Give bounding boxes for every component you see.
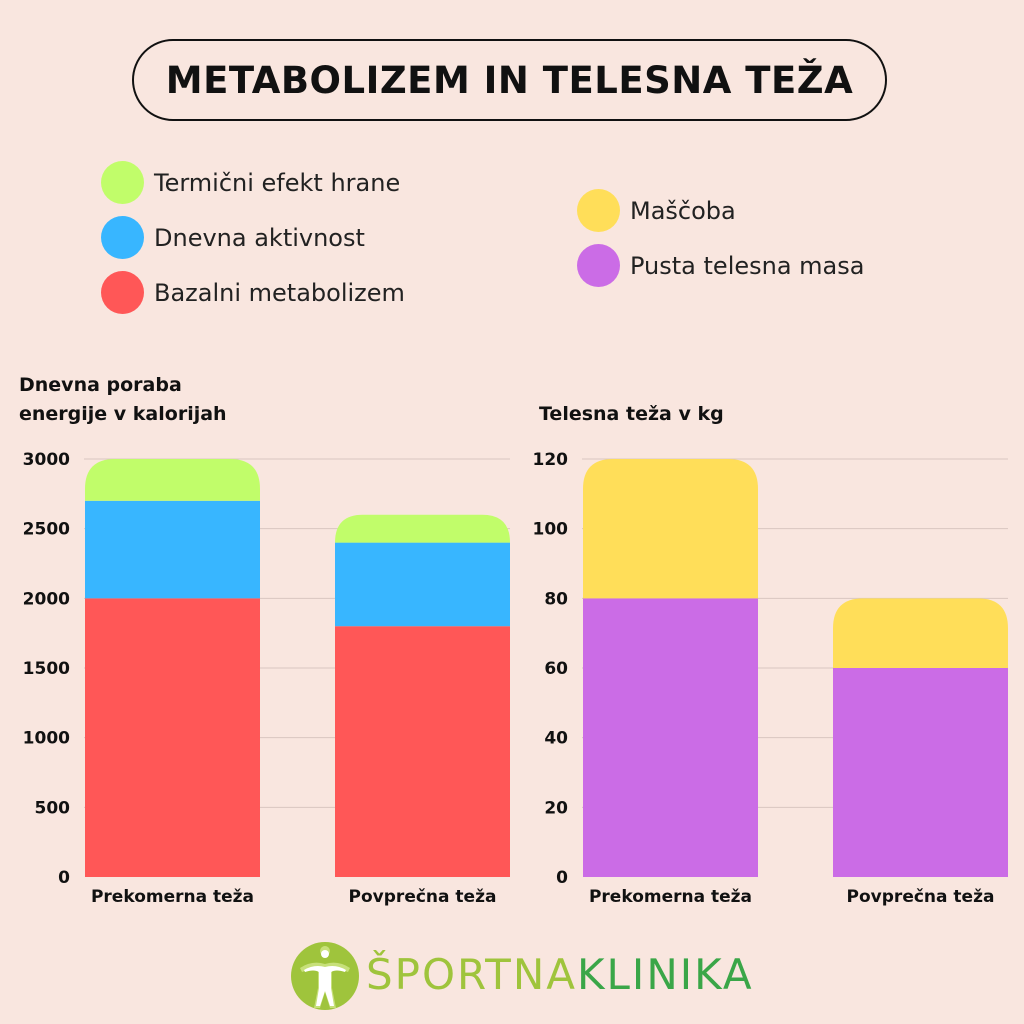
weight-chart: 0 20 40 60 80 100 120 Prekomerna teža Povprečna …: [533, 450, 1008, 907]
legend-swatch: [101, 216, 144, 259]
legend-label: Termični efekt hrane: [154, 168, 401, 197]
bar-segment-mascoba: [583, 459, 758, 599]
legend-label: Bazalni metabolizem: [154, 278, 405, 307]
x-tick-label: Povprečna teža: [847, 887, 995, 907]
athlete-figure-icon: [291, 942, 359, 1010]
y-tick-label: 0: [556, 868, 568, 888]
axis-title-line: Telesna teža v kg: [539, 403, 724, 425]
y-tick-label: 40: [544, 729, 568, 749]
y-tick-label: 20: [544, 798, 568, 818]
axis-title-line: energije v kalorijah: [19, 403, 227, 425]
y-tick-label: 3000: [23, 450, 70, 470]
bar-segment-dnevna-aktivnost: [85, 500, 260, 599]
legend-label: Dnevna aktivnost: [154, 223, 365, 252]
axis-title-line: Dnevna poraba: [19, 374, 182, 396]
legend-item-bazalni-metabolizem: Bazalni metabolizem: [101, 271, 405, 314]
legend-label: Pusta telesna masa: [630, 251, 865, 280]
legend-swatch: [101, 161, 144, 204]
weight-axis-title: Telesna teža v kg: [539, 400, 724, 429]
energy-chart: 0 500 1000 1500 2000 2500 3000 Prekomerna teža P…: [23, 450, 510, 907]
legend-item-termicni-efekt-hrane: Termični efekt hrane: [101, 161, 400, 204]
logo-text-sportna: ŠPORTNA: [366, 950, 577, 999]
page-title: METABOLIZEM IN TELESNA TEŽA: [132, 39, 887, 121]
y-tick-label: 500: [35, 798, 71, 818]
bar-segment-termicni-efekt-hrane: [85, 459, 260, 501]
x-tick-label: Povprečna teža: [349, 887, 497, 907]
bar-segment-mascoba: [833, 598, 1008, 668]
bar-segment-bazalni-metabolizem: [85, 598, 260, 877]
legend-label: Maščoba: [630, 196, 736, 225]
bar-segment-pusta-telesna-masa: [583, 598, 758, 877]
y-tick-label: 2500: [23, 520, 70, 540]
bar-segment-termicni-efekt-hrane: [335, 514, 510, 543]
legend-item-pusta-telesna-masa: Pusta telesna masa: [577, 244, 864, 287]
legend-swatch: [577, 244, 620, 287]
y-tick-label: 100: [533, 520, 569, 540]
x-tick-label: Prekomerna teža: [589, 887, 752, 907]
x-tick-label: Prekomerna teža: [91, 887, 254, 907]
bar-segment-dnevna-aktivnost: [335, 542, 510, 627]
legend-swatch: [577, 189, 620, 232]
bar-segment-bazalni-metabolizem: [335, 626, 510, 877]
y-tick-label: 120: [533, 450, 569, 470]
y-tick-label: 0: [58, 868, 70, 888]
y-tick-label: 1000: [23, 729, 70, 749]
y-tick-label: 2000: [23, 589, 70, 609]
legend-swatch: [101, 271, 144, 314]
energy-axis-title: Dnevna poraba energije v kalorijah: [19, 371, 227, 429]
y-tick-label: 1500: [23, 659, 70, 679]
y-tick-label: 80: [544, 589, 568, 609]
bar-segment-pusta-telesna-masa: [833, 668, 1008, 877]
brand-logo: ŠPORTNAKLINIKA: [290, 938, 752, 1014]
legend-item-mascoba: Maščoba: [577, 189, 736, 232]
logo-text-klinika: KLINIKA: [576, 950, 754, 999]
legend-item-dnevna-aktivnost: Dnevna aktivnost: [101, 216, 365, 259]
y-tick-label: 60: [544, 659, 568, 679]
